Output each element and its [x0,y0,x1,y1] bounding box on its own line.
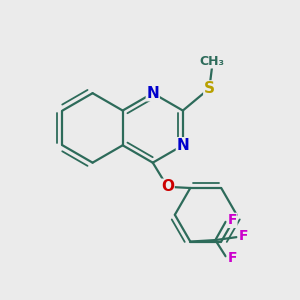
Text: S: S [204,81,215,96]
Text: F: F [227,251,237,265]
Text: CH₃: CH₃ [200,55,225,68]
Text: F: F [227,213,237,227]
Text: O: O [161,179,174,194]
Text: F: F [238,229,248,243]
Text: N: N [146,86,159,101]
Text: N: N [176,138,189,153]
